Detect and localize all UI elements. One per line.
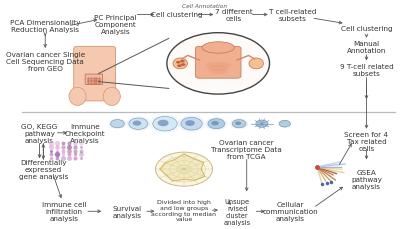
Ellipse shape xyxy=(173,59,188,70)
Text: Screen for 4
Tax related
cells: Screen for 4 Tax related cells xyxy=(344,131,388,151)
Text: PC Principal
Component
Analysis: PC Principal Component Analysis xyxy=(94,14,137,34)
Circle shape xyxy=(185,121,195,126)
Circle shape xyxy=(158,120,169,127)
Point xyxy=(54,149,60,153)
Text: GSEA
pathway
analysis: GSEA pathway analysis xyxy=(351,170,382,190)
Ellipse shape xyxy=(209,69,228,75)
Circle shape xyxy=(211,121,219,126)
Point xyxy=(54,145,60,149)
Circle shape xyxy=(256,120,268,128)
Point xyxy=(72,149,78,153)
Text: Divided into high
and low groups
according to median
value: Divided into high and low groups accordi… xyxy=(152,199,216,221)
Ellipse shape xyxy=(205,63,232,68)
Circle shape xyxy=(235,122,241,125)
Point xyxy=(66,142,72,145)
Text: Ovarian cancer
Transcriptome Data
from TCGA: Ovarian cancer Transcriptome Data from T… xyxy=(211,139,282,159)
Text: Immune
Checkpoint
Analysis: Immune Checkpoint Analysis xyxy=(65,123,106,143)
Text: Cellular
communication
analysis: Cellular communication analysis xyxy=(263,201,318,221)
Circle shape xyxy=(153,117,177,131)
Text: Immune cell
infiltration
analysis: Immune cell infiltration analysis xyxy=(42,201,86,221)
Point xyxy=(60,149,66,153)
Point xyxy=(66,145,72,149)
Text: Cell clustering: Cell clustering xyxy=(341,26,392,32)
Point xyxy=(66,153,72,156)
Circle shape xyxy=(133,121,141,126)
Point xyxy=(66,156,72,160)
Circle shape xyxy=(108,119,126,129)
Text: PCA Dimensionality
Reduction Analysis: PCA Dimensionality Reduction Analysis xyxy=(10,20,80,33)
Point xyxy=(48,153,54,156)
Text: Manual
Annotation: Manual Annotation xyxy=(347,41,386,54)
Text: Survival
analysis: Survival analysis xyxy=(112,205,142,218)
Point xyxy=(54,156,60,160)
Point xyxy=(48,149,54,153)
Circle shape xyxy=(178,116,206,132)
Point xyxy=(48,145,54,149)
Circle shape xyxy=(176,62,180,64)
Point xyxy=(78,145,84,149)
Text: Differentially
expressed
gene analysis: Differentially expressed gene analysis xyxy=(19,159,68,179)
Point xyxy=(54,142,60,145)
Text: Cell clustering: Cell clustering xyxy=(150,12,202,18)
Circle shape xyxy=(111,120,124,128)
Point xyxy=(78,149,84,153)
Point xyxy=(78,142,84,145)
Text: Cell Annotation: Cell Annotation xyxy=(182,4,228,9)
Circle shape xyxy=(181,118,202,131)
Point xyxy=(72,142,78,145)
Ellipse shape xyxy=(202,43,234,54)
Point xyxy=(78,153,84,156)
Ellipse shape xyxy=(207,66,230,71)
Point xyxy=(66,149,72,153)
Point xyxy=(48,142,54,145)
Point xyxy=(48,156,54,160)
Point xyxy=(60,145,66,149)
Polygon shape xyxy=(160,154,205,181)
Point xyxy=(60,142,66,145)
Text: 7 different
cells: 7 different cells xyxy=(214,9,252,22)
Ellipse shape xyxy=(249,59,264,70)
Circle shape xyxy=(177,65,182,68)
Point xyxy=(60,153,66,156)
Circle shape xyxy=(156,153,212,186)
Point xyxy=(72,156,78,160)
Text: Ovarian cancer Single
Cell Sequencing Data
from GEO: Ovarian cancer Single Cell Sequencing Da… xyxy=(6,52,85,72)
Circle shape xyxy=(206,118,227,131)
Circle shape xyxy=(232,120,246,128)
Point xyxy=(72,145,78,149)
Circle shape xyxy=(149,115,181,134)
Circle shape xyxy=(167,33,270,95)
Point xyxy=(60,156,66,160)
Circle shape xyxy=(230,119,248,129)
FancyBboxPatch shape xyxy=(74,47,116,101)
Ellipse shape xyxy=(69,88,86,106)
Ellipse shape xyxy=(103,88,120,106)
Point xyxy=(54,153,60,156)
Text: 9 T-cell related
subsets: 9 T-cell related subsets xyxy=(340,63,393,76)
Point xyxy=(78,156,84,160)
Text: GO, KEGG
pathway
analysis: GO, KEGG pathway analysis xyxy=(21,123,58,143)
Circle shape xyxy=(181,64,186,67)
Point xyxy=(72,153,78,156)
Text: T cell-related
subsets: T cell-related subsets xyxy=(268,9,316,22)
Text: Unsupe
rvised
cluster
analysis: Unsupe rvised cluster analysis xyxy=(224,198,251,225)
Circle shape xyxy=(126,117,151,131)
Circle shape xyxy=(180,60,185,63)
FancyBboxPatch shape xyxy=(85,75,103,85)
FancyBboxPatch shape xyxy=(195,47,241,79)
Circle shape xyxy=(208,119,225,129)
Circle shape xyxy=(129,118,148,130)
Circle shape xyxy=(279,121,290,128)
